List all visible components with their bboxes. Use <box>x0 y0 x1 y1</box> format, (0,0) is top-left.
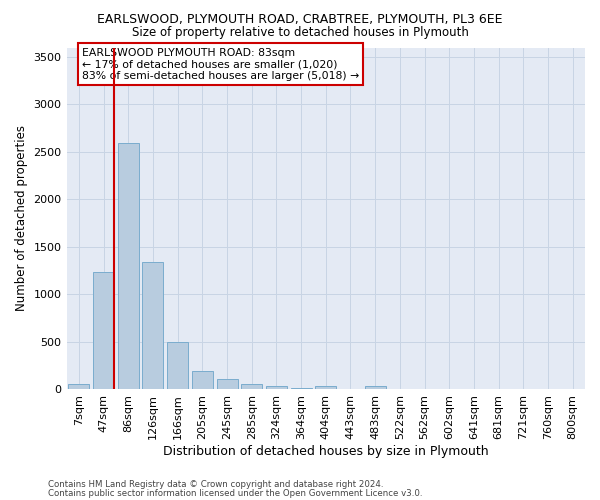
Text: EARLSWOOD PLYMOUTH ROAD: 83sqm
← 17% of detached houses are smaller (1,020)
83% : EARLSWOOD PLYMOUTH ROAD: 83sqm ← 17% of … <box>82 48 359 80</box>
Bar <box>167 342 188 389</box>
Bar <box>266 386 287 389</box>
Bar <box>142 262 163 389</box>
Text: Contains HM Land Registry data © Crown copyright and database right 2024.: Contains HM Land Registry data © Crown c… <box>48 480 383 489</box>
Bar <box>118 144 139 389</box>
Bar <box>93 272 114 389</box>
Bar <box>290 388 311 389</box>
Bar <box>192 371 213 389</box>
Bar <box>365 386 386 389</box>
Text: Contains public sector information licensed under the Open Government Licence v3: Contains public sector information licen… <box>48 488 422 498</box>
Y-axis label: Number of detached properties: Number of detached properties <box>15 126 28 312</box>
Bar <box>217 378 238 389</box>
Text: Size of property relative to detached houses in Plymouth: Size of property relative to detached ho… <box>131 26 469 39</box>
Bar <box>315 386 336 389</box>
Bar <box>68 384 89 389</box>
Text: EARLSWOOD, PLYMOUTH ROAD, CRABTREE, PLYMOUTH, PL3 6EE: EARLSWOOD, PLYMOUTH ROAD, CRABTREE, PLYM… <box>97 12 503 26</box>
X-axis label: Distribution of detached houses by size in Plymouth: Distribution of detached houses by size … <box>163 444 488 458</box>
Bar <box>241 384 262 389</box>
